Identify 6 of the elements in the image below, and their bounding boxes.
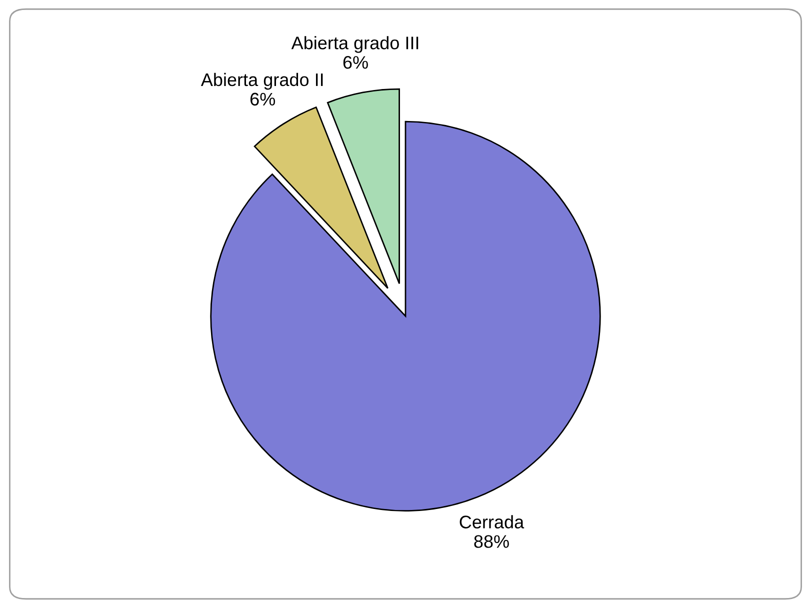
data-label: 88% [474, 535, 509, 548]
slice-label: Cerrada [460, 515, 524, 528]
data-label: 6% [250, 92, 276, 106]
slice-label: Abierta grado II [200, 72, 323, 90]
data-label: 6% [343, 56, 368, 69]
slice-label: Abierta grado III [291, 36, 418, 53]
